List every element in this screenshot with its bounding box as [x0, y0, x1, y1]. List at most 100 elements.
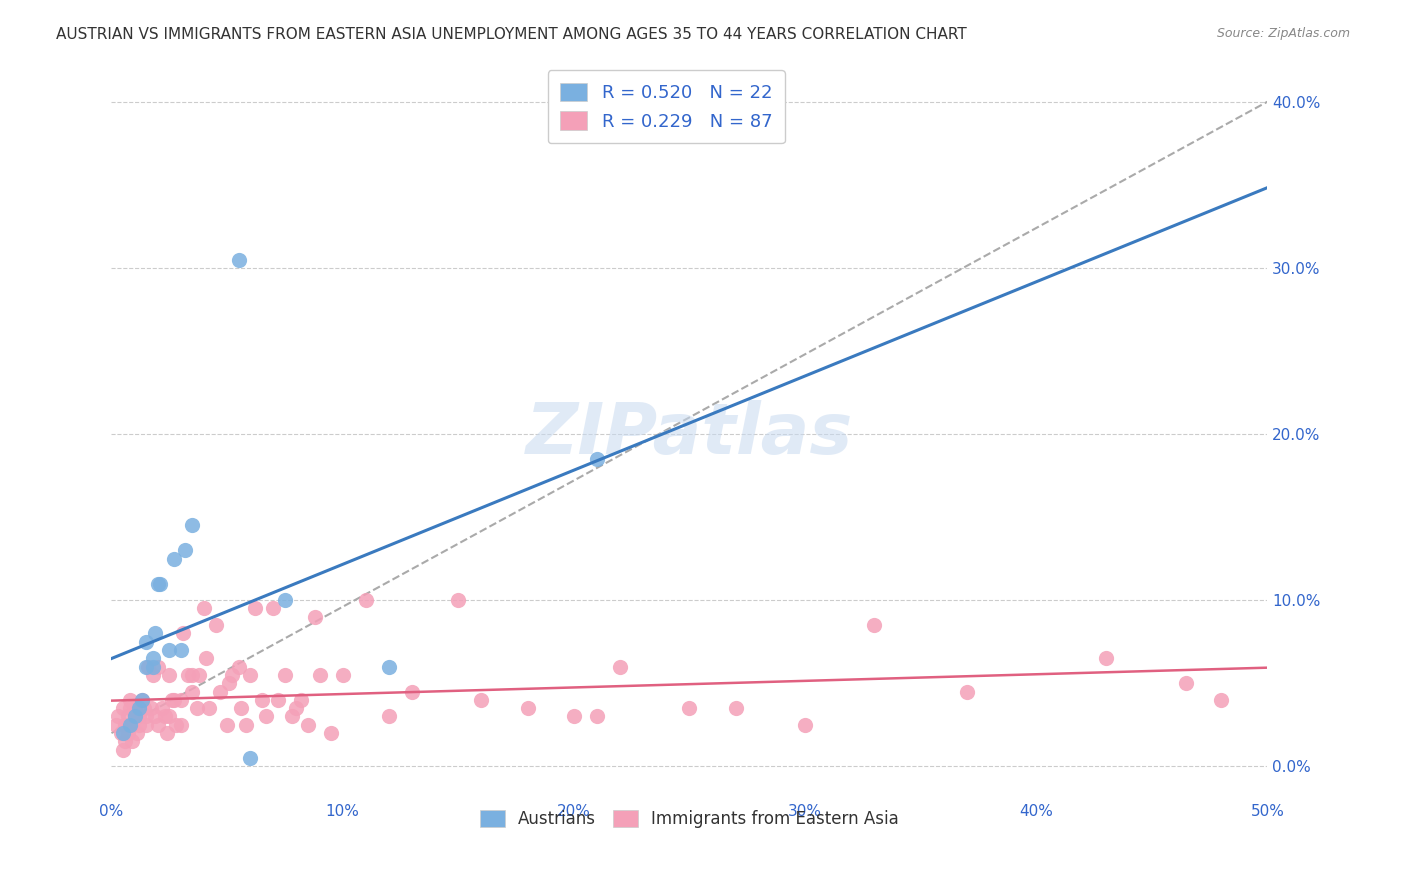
Point [131, 693, 153, 707]
Point [118, 701, 141, 715]
Point [157, 709, 180, 723]
Point [138, 659, 160, 673]
Point [128, 709, 150, 723]
Point [562, 709, 585, 723]
Point [586, 452, 609, 467]
Point [229, 701, 252, 715]
Point [170, 718, 193, 732]
Point [193, 601, 215, 615]
Point [135, 709, 157, 723]
Point [157, 668, 180, 682]
Point [110, 726, 132, 740]
Point [118, 693, 141, 707]
Point [290, 693, 312, 707]
Point [956, 684, 979, 698]
Point [124, 701, 146, 715]
Point [128, 701, 150, 715]
Point [863, 618, 886, 632]
Point [135, 718, 157, 732]
Point [609, 659, 631, 673]
Point [262, 601, 284, 615]
Point [678, 701, 700, 715]
Text: ZIPatlas: ZIPatlas [526, 400, 853, 468]
Point [128, 718, 150, 732]
Point [142, 659, 165, 673]
Point [221, 668, 243, 682]
Point [401, 684, 423, 698]
Point [228, 659, 250, 673]
Point [114, 734, 136, 748]
Point [135, 659, 157, 673]
Point [470, 693, 492, 707]
Point [165, 718, 187, 732]
Point [157, 643, 180, 657]
Point [181, 684, 204, 698]
Point [217, 718, 239, 732]
Point [447, 593, 470, 607]
Point [170, 643, 193, 657]
Point [163, 693, 186, 707]
Point [114, 718, 136, 732]
Point [107, 709, 129, 723]
Point [105, 718, 128, 732]
Point [181, 518, 204, 533]
Point [378, 659, 401, 673]
Point [150, 701, 173, 715]
Point [146, 718, 169, 732]
Point [235, 718, 257, 732]
Point [1175, 676, 1198, 690]
Point [267, 693, 290, 707]
Point [121, 734, 143, 748]
Point [332, 668, 354, 682]
Point [285, 701, 308, 715]
Point [135, 634, 157, 648]
Point [112, 726, 135, 740]
Point [146, 659, 169, 673]
Point [131, 693, 153, 707]
Point [132, 701, 155, 715]
Point [146, 576, 169, 591]
Point [308, 668, 330, 682]
Point [1094, 651, 1116, 665]
Point [124, 709, 146, 723]
Point [163, 551, 186, 566]
Point [142, 651, 165, 665]
Point [274, 668, 297, 682]
Point [149, 576, 172, 591]
Point [186, 701, 208, 715]
Text: Source: ZipAtlas.com: Source: ZipAtlas.com [1216, 27, 1350, 40]
Legend: Austrians, Immigrants from Eastern Asia: Austrians, Immigrants from Eastern Asia [474, 804, 905, 835]
Point [172, 626, 194, 640]
Point [794, 718, 817, 732]
Point [118, 718, 141, 732]
Point [1209, 693, 1232, 707]
Point [274, 593, 297, 607]
Point [209, 684, 232, 698]
Point [586, 709, 609, 723]
Point [239, 668, 262, 682]
Point [170, 693, 193, 707]
Point [181, 668, 204, 682]
Point [204, 618, 226, 632]
Point [125, 726, 148, 740]
Point [378, 709, 401, 723]
Point [354, 593, 377, 607]
Point [117, 709, 139, 723]
Point [243, 601, 266, 615]
Point [139, 701, 162, 715]
Point [281, 709, 304, 723]
Point [724, 701, 747, 715]
Point [254, 709, 277, 723]
Point [197, 701, 219, 715]
Point [228, 252, 250, 267]
Point [112, 701, 135, 715]
Point [112, 742, 135, 756]
Point [218, 676, 240, 690]
Point [156, 726, 179, 740]
Point [297, 718, 319, 732]
Point [142, 668, 165, 682]
Point [319, 726, 342, 740]
Point [121, 718, 143, 732]
Point [177, 668, 200, 682]
Point [195, 651, 218, 665]
